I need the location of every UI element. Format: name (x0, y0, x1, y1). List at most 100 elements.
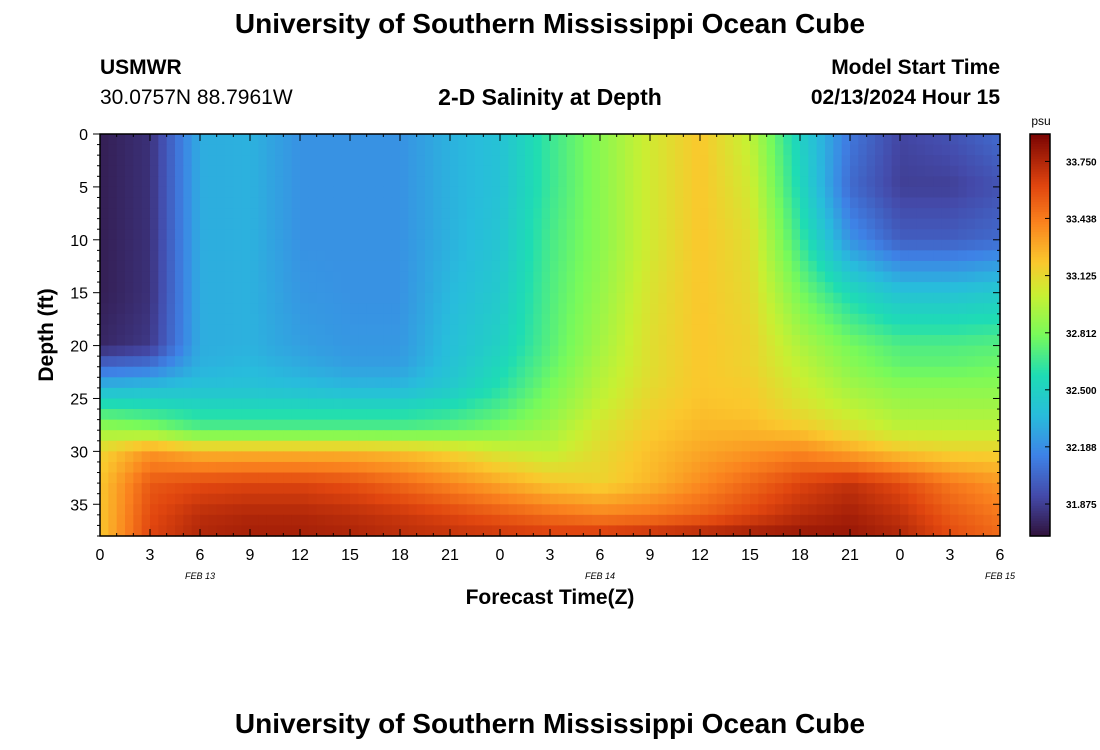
colorbar-swatch (1030, 475, 1050, 479)
heatmap-cell (975, 451, 984, 463)
heatmap-cell (875, 409, 884, 421)
heatmap-cell (808, 303, 818, 315)
colorbar-swatch (1030, 503, 1050, 507)
heatmap-cell (325, 419, 334, 431)
colorbar-swatch (1030, 387, 1050, 391)
heatmap-cell (958, 282, 968, 294)
heatmap-cell (866, 134, 876, 146)
heatmap-cell (950, 377, 959, 389)
heatmap-cell (458, 282, 468, 294)
heatmap-cell (991, 303, 1001, 315)
heatmap-cell (483, 440, 493, 452)
heatmap-cell (216, 335, 226, 347)
heatmap-cell (416, 366, 426, 378)
heatmap-cell (350, 282, 359, 294)
heatmap-cell (966, 324, 976, 336)
heatmap-cell (133, 483, 143, 495)
heatmap-cell (191, 186, 201, 199)
heatmap-cell (216, 504, 226, 516)
heatmap-cell (758, 271, 768, 283)
heatmap-cell (816, 356, 826, 368)
heatmap-cell (633, 345, 643, 357)
heatmap-cell (783, 186, 793, 199)
heatmap-cell (758, 208, 768, 220)
heatmap-cell (266, 186, 276, 199)
heatmap-cell (716, 155, 726, 167)
heatmap-cell (775, 197, 784, 209)
heatmap-cell (358, 398, 368, 410)
heatmap-cell (566, 472, 576, 484)
heatmap-cell (175, 430, 184, 442)
heatmap-cell (633, 144, 643, 156)
heatmap-cell (500, 165, 509, 177)
heatmap-cell (258, 208, 268, 220)
heatmap-cell (450, 366, 459, 378)
heatmap-cell (341, 282, 351, 294)
heatmap-cell (508, 144, 518, 156)
footer-title: University of Southern Mississippi Ocean… (234, 708, 866, 739)
colorbar-swatch (1030, 505, 1050, 509)
heatmap-cell (633, 292, 643, 304)
heatmap-cell (466, 303, 476, 315)
heatmap-cell (333, 208, 343, 220)
heatmap-cell (900, 155, 909, 167)
heatmap-cell (491, 472, 501, 484)
heatmap-cell (991, 387, 1001, 400)
heatmap-cell (866, 461, 876, 474)
heatmap-cell (733, 419, 743, 431)
heatmap-cell (125, 377, 134, 389)
heatmap-cell (766, 165, 776, 177)
heatmap-cell (725, 208, 734, 220)
heatmap-cell (758, 218, 768, 230)
heatmap-cell (650, 451, 659, 463)
heatmap-cell (191, 483, 201, 495)
heatmap-cell (908, 134, 918, 146)
heatmap-cell (458, 229, 468, 241)
heatmap-cell (408, 472, 418, 484)
heatmap-cell (416, 472, 426, 484)
colorbar-swatch (1030, 493, 1050, 497)
heatmap-cell (675, 345, 684, 357)
heatmap-cell (141, 451, 151, 463)
heatmap-cell (408, 356, 418, 368)
heatmap-cell (841, 514, 851, 527)
heatmap-cell (683, 525, 693, 537)
heatmap-cell (500, 324, 509, 336)
heatmap-cell (458, 144, 468, 156)
heatmap-cell (308, 155, 318, 167)
heatmap-cell (483, 155, 493, 167)
heatmap-cell (891, 292, 901, 304)
heatmap-cell (425, 260, 434, 273)
heatmap-cell (141, 239, 151, 251)
heatmap-cell (816, 461, 826, 474)
heatmap-cell (658, 461, 668, 474)
heatmap-cell (233, 218, 243, 230)
heatmap-cell (908, 186, 918, 199)
heatmap-cell (900, 313, 909, 326)
heatmap-cell (866, 292, 876, 304)
heatmap-cell (125, 387, 134, 400)
heatmap-cell (625, 451, 634, 463)
heatmap-cell (658, 525, 668, 537)
heatmap-cell (816, 165, 826, 177)
heatmap-cell (408, 176, 418, 188)
heatmap-cell (183, 493, 193, 505)
heatmap-cell (408, 271, 418, 283)
heatmap-cell (650, 324, 659, 336)
heatmap-cell (466, 430, 476, 442)
heatmap-cell (116, 155, 126, 167)
heatmap-cell (266, 451, 276, 463)
heatmap-cell (416, 176, 426, 188)
heatmap-cell (775, 504, 784, 516)
heatmap-cell (383, 409, 393, 421)
heatmap-cell (766, 419, 776, 431)
heatmap-cell (683, 514, 693, 527)
heatmap-cell (900, 377, 909, 389)
colorbar-swatch (1030, 417, 1050, 422)
heatmap-cell (225, 186, 234, 199)
heatmap-cell (141, 250, 151, 262)
x-axis-label: Forecast Time(Z) (466, 586, 635, 609)
heatmap-cell (208, 218, 218, 230)
heatmap-cell (958, 483, 968, 495)
heatmap-cell (441, 451, 451, 463)
